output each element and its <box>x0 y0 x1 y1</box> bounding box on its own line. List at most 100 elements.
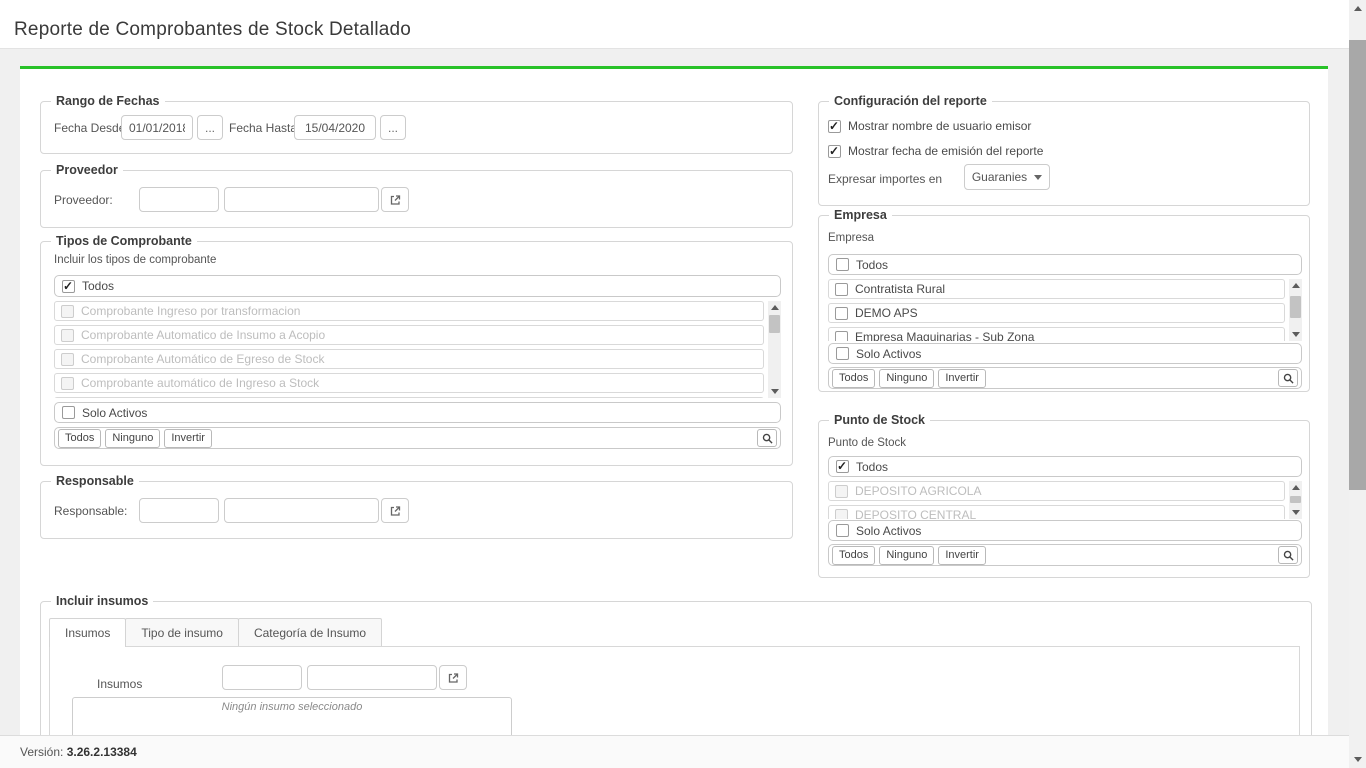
insumos-code-input[interactable] <box>222 665 302 690</box>
punto-search-button[interactable] <box>1278 546 1298 564</box>
fecha-hasta-label: Fecha Hasta <box>229 121 298 135</box>
legend-rango-fechas: Rango de Fechas <box>51 94 165 108</box>
empresa-todos-label: Todos <box>856 257 889 272</box>
punto-stock-label: Punto de Stock <box>828 437 906 449</box>
punto-select-none-button[interactable]: Ninguno <box>879 545 935 565</box>
punto-solo-activos-checkbox[interactable] <box>836 524 849 537</box>
browser-scrollbar[interactable] <box>1349 0 1366 768</box>
scroll-up-icon[interactable] <box>1289 481 1302 494</box>
tipos-comprobante-hint-label: Incluir los tipos de comprobante <box>54 254 217 266</box>
tipos-todos-checkbox[interactable] <box>62 279 75 293</box>
empresa-label: Empresa <box>828 232 875 244</box>
scroll-down-icon[interactable] <box>1349 751 1366 768</box>
responsable-code-input[interactable] <box>139 498 219 523</box>
tipos-list: Comprobante Ingreso por transformacion C… <box>54 301 781 398</box>
empresa-solo-activos-row[interactable]: Solo Activos <box>828 343 1302 364</box>
search-icon <box>762 433 773 444</box>
empresa-item-checkbox[interactable] <box>835 306 848 320</box>
fieldset-punto-stock: Punto de Stock Punto de Stock Todos DEPO… <box>818 413 1310 578</box>
mostrar-usuario-checkbox[interactable] <box>828 119 841 133</box>
tab-categoria-de-insumo[interactable]: Categoría de Insumo <box>237 618 383 646</box>
empresa-todos-row[interactable]: Todos <box>828 254 1302 275</box>
empresa-todos-checkbox[interactable] <box>836 258 849 271</box>
version-text: Versión: 3.26.2.13384 <box>20 745 137 759</box>
external-link-icon <box>389 194 401 206</box>
mostrar-fecha-label: Mostrar fecha de emisión del reporte <box>848 144 1044 158</box>
fecha-desde-input[interactable] <box>121 115 193 140</box>
punto-invert-button[interactable]: Invertir <box>938 545 986 565</box>
tipos-item-label: Comprobante Ingreso por transformacion <box>81 304 301 318</box>
scrollbar-thumb[interactable] <box>769 315 780 333</box>
tab-tipo-de-insumo[interactable]: Tipo de insumo <box>125 618 239 646</box>
fieldset-incluir-insumos: Incluir insumos Insumos Tipo de insumo C… <box>40 594 1312 743</box>
punto-todos-checkbox[interactable] <box>836 460 849 473</box>
empresa-list-scrollbar[interactable] <box>1289 279 1302 341</box>
tipos-solo-activos-row[interactable]: Solo Activos <box>54 402 781 423</box>
empresa-invert-button[interactable]: Invertir <box>938 368 986 388</box>
fecha-desde-picker-button[interactable]: ... <box>197 115 223 140</box>
proveedor-code-input[interactable] <box>139 187 219 212</box>
config-usuario-row[interactable]: Mostrar nombre de usuario emisor <box>828 119 1031 133</box>
mostrar-fecha-checkbox[interactable] <box>828 144 841 158</box>
punto-list-scrollbar[interactable] <box>1289 481 1302 519</box>
punto-solo-activos-row[interactable]: Solo Activos <box>828 520 1302 541</box>
tab-insumos[interactable]: Insumos <box>49 618 127 647</box>
list-item[interactable]: Contratista Rural <box>828 279 1285 299</box>
tipos-select-all-button[interactable]: Todos <box>58 428 102 448</box>
responsable-lookup-button[interactable] <box>381 498 409 523</box>
tipos-select-none-button[interactable]: Ninguno <box>105 428 161 448</box>
config-fecha-row[interactable]: Mostrar fecha de emisión del reporte <box>828 144 1043 158</box>
insumos-lookup-button[interactable] <box>439 665 467 690</box>
legend-proveedor: Proveedor <box>51 163 123 177</box>
tipos-solo-activos-checkbox[interactable] <box>62 406 75 419</box>
insumos-tabs: Insumos Tipo de insumo Categoría de Insu… <box>49 618 383 647</box>
tipos-item-label: Comprobante Automatico de Insumo a Acopi… <box>81 328 326 342</box>
scroll-down-icon[interactable] <box>1289 328 1302 341</box>
page-title: Reporte de Comprobantes de Stock Detalla… <box>14 19 412 40</box>
list-item[interactable]: DEMO APS <box>828 303 1285 323</box>
fecha-hasta-picker-button[interactable]: ... <box>380 115 406 140</box>
browser-scrollbar-thumb[interactable] <box>1349 40 1366 490</box>
proveedor-lookup-button[interactable] <box>381 187 409 212</box>
moneda-dropdown[interactable]: Guaranies <box>964 164 1050 190</box>
tipos-search-button[interactable] <box>757 429 777 447</box>
insumos-label: Insumos <box>97 677 143 691</box>
empresa-select-none-button[interactable]: Ninguno <box>879 368 935 388</box>
responsable-name-input[interactable] <box>224 498 379 523</box>
search-icon <box>1283 373 1294 384</box>
legend-responsable: Responsable <box>51 474 139 488</box>
scrollbar-thumb[interactable] <box>1290 496 1301 503</box>
insumos-name-input[interactable] <box>307 665 437 690</box>
insumos-tab-panel: Insumos Ningún insumo seleccionado <box>49 646 1300 743</box>
empresa-item-checkbox[interactable] <box>835 282 848 296</box>
empresa-select-all-button[interactable]: Todos <box>832 368 876 388</box>
punto-select-all-button[interactable]: Todos <box>832 545 876 565</box>
fieldset-responsable: Responsable Responsable: <box>40 474 793 539</box>
chevron-down-icon <box>1034 174 1042 180</box>
scroll-down-icon[interactable] <box>768 385 781 398</box>
proveedor-name-input[interactable] <box>224 187 379 212</box>
legend-incluir-insumos: Incluir insumos <box>51 594 154 608</box>
scroll-down-icon[interactable] <box>1289 506 1302 519</box>
empresa-solo-activos-label: Solo Activos <box>856 346 922 361</box>
empresa-search-button[interactable] <box>1278 369 1298 387</box>
fecha-hasta-input[interactable] <box>294 115 376 140</box>
version-value: 3.26.2.13384 <box>66 745 137 759</box>
scroll-up-icon[interactable] <box>1349 0 1366 17</box>
tipos-todos-row[interactable]: Todos <box>54 275 781 297</box>
empresa-solo-activos-checkbox[interactable] <box>836 347 849 360</box>
tipos-invert-button[interactable]: Invertir <box>164 428 212 448</box>
fieldset-empresa: Empresa Empresa Todos Contratista Rural … <box>818 208 1310 392</box>
tipos-list-scrollbar[interactable] <box>768 301 781 398</box>
fieldset-configuracion: Configuración del reporte Mostrar nombre… <box>818 94 1310 206</box>
punto-todos-row[interactable]: Todos <box>828 456 1302 477</box>
tipos-solo-activos-label: Solo Activos <box>82 405 148 420</box>
scroll-up-icon[interactable] <box>768 301 781 314</box>
scroll-up-icon[interactable] <box>1289 279 1302 292</box>
empresa-item-checkbox[interactable] <box>835 330 848 341</box>
empresa-item-label: Contratista Rural <box>855 282 946 296</box>
search-icon <box>1283 550 1294 561</box>
fecha-desde-label: Fecha Desde <box>54 121 126 135</box>
list-item[interactable]: Empresa Maquinarias - Sub Zona <box>828 327 1285 341</box>
scrollbar-thumb[interactable] <box>1290 296 1301 318</box>
